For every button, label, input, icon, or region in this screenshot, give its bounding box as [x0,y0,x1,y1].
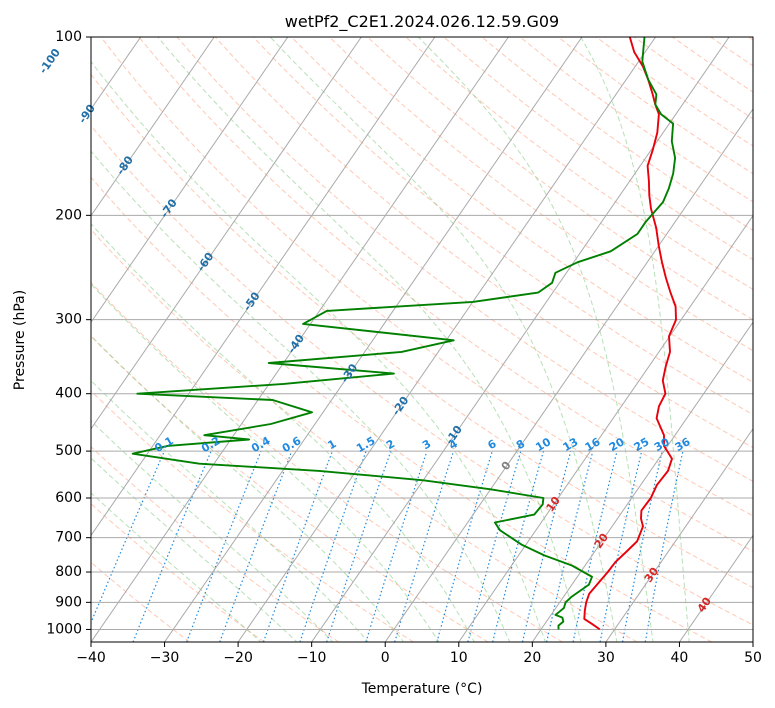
mixing-ratio-line [132,450,212,642]
moist-adiabat [91,283,440,642]
dry-adiabat [91,176,713,642]
isotherm [384,108,753,642]
x-tick-label: −10 [297,650,327,666]
moist-adiabat [157,37,582,642]
mixing-ratio-line [572,450,618,642]
y-tick-label: 300 [55,312,82,328]
x-tick-label: 40 [671,650,689,666]
mixing-ratio-line [365,450,428,642]
series-layer [131,37,677,631]
mixing-ratio-line [326,450,392,642]
x-tick-label: 30 [597,650,615,666]
dry-adiabat [138,37,753,517]
isotherm [91,37,436,537]
dry-adiabat [329,37,753,352]
isotherm [311,37,730,642]
isotherm [91,37,509,642]
moist-adiabat [91,150,511,642]
moist-adiabat [91,420,334,642]
dry-adiabat [405,37,753,290]
y-tick-label: 100 [55,29,82,45]
isotherm [679,534,753,642]
mixing-ratio-line [262,450,333,642]
dry-adiabat [91,561,191,642]
mixing-ratio-line [599,450,643,642]
dry-adiabat [91,228,638,642]
moist-adiabat [91,379,369,642]
y-tick-label: 600 [55,490,82,506]
dry-adiabat [214,37,753,449]
dewpoint-profile [131,37,677,630]
x-tick-label: 50 [744,650,762,666]
temperature-profile [583,37,677,631]
y-tick-label: 400 [55,386,82,402]
isotherm [91,37,362,430]
y-tick-label: 800 [55,564,82,580]
y-tick-label: 700 [55,530,82,546]
isotherm [91,37,289,324]
isotherm [91,37,215,217]
x-tick-label: −40 [76,650,106,666]
x-tick-label: 10 [450,650,468,666]
x-axis-label: Temperature (°C) [361,681,483,697]
y-axis-label: Pressure (hPa) [12,290,28,390]
moist-adiabat [269,37,618,642]
moist-adiabat [417,37,654,642]
mixing-ratio-line [219,450,293,642]
x-tick-label: 0 [381,650,390,666]
dry-adiabat [91,281,563,642]
isotherm [531,321,753,642]
mixing-ratio-line [299,450,367,642]
chart-title: wetPf2_C2E1.2024.026.12.59.G09 [285,12,559,32]
y-tick-label: 1000 [46,621,82,637]
y-tick-label: 500 [55,443,82,459]
dry-adiabat [91,335,489,642]
dry-adiabat [91,124,753,626]
mixing-ratio-line [186,450,262,642]
isotherm [458,214,753,642]
x-tick-label: 20 [523,650,541,666]
mixing-ratio-line [467,450,522,642]
dry-adiabat [252,37,753,416]
y-tick-label: 900 [55,594,82,610]
dry-adiabat [367,37,753,321]
mixing-ratio-line [91,450,165,625]
x-tick-label: −30 [150,650,180,666]
isotherm [605,427,753,642]
moist-adiabat [91,222,475,642]
y-tick-label: 200 [55,207,82,223]
plot-frame [90,36,754,643]
isotherm [164,37,583,642]
x-tick-label: −20 [223,650,253,666]
mixing-ratio-line [436,450,493,642]
mixing-ratio-line [546,450,594,642]
axes: −40 −30 −20 −10 0 10 20 30 40 50 100 200 300 400 500 60… [46,29,762,666]
mixing-ratio-line [521,450,572,642]
moist-adiabat [580,37,690,642]
